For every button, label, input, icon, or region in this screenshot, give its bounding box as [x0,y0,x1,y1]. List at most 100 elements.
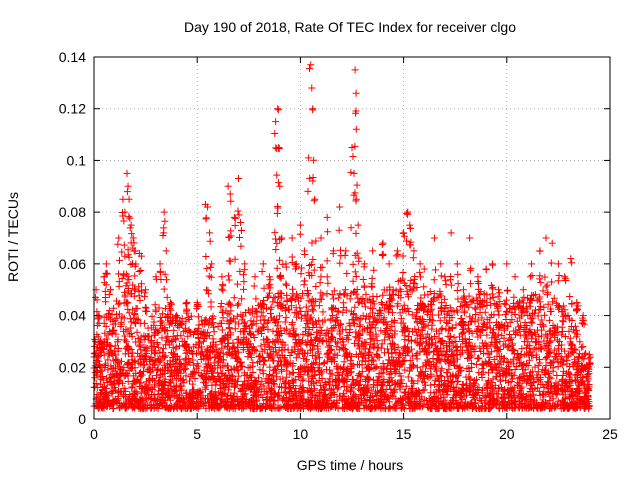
data-point [198,348,206,356]
y-tick-label: 0.12 [59,101,86,117]
data-point [234,207,242,215]
data-point [323,213,331,221]
data-point [502,300,510,308]
data-point [112,386,120,394]
data-point [101,287,109,295]
data-point [543,281,551,289]
data-point [317,273,325,281]
data-point [157,317,165,325]
data-point [296,230,304,238]
data-point [442,301,450,309]
data-point [537,302,545,310]
data-point [275,383,283,391]
data-point [104,366,112,374]
data-point [518,345,526,353]
data-point [410,247,418,255]
data-point [360,283,368,291]
data-point [271,130,279,138]
data-point [432,266,440,274]
data-point [274,106,282,114]
data-point [386,403,394,411]
data-point [148,313,156,321]
data-point [503,386,511,394]
data-point [352,273,360,281]
data-point [136,297,144,305]
data-point [453,260,461,268]
data-point [272,118,280,126]
data-point [538,316,546,324]
data-points [90,61,594,413]
y-tick-label: 0.08 [59,204,86,220]
data-point [356,345,364,353]
data-point [421,323,429,331]
data-point [466,375,474,383]
data-point [257,342,265,350]
data-point [453,343,461,351]
data-point [225,276,233,284]
data-point [210,328,218,336]
data-point [102,322,110,330]
data-point [412,351,420,359]
data-point [239,271,247,279]
data-point [256,380,264,388]
data-point [454,270,462,278]
data-point [256,366,264,374]
data-point [217,319,225,327]
data-point [101,329,109,337]
data-point [152,308,160,316]
data-point [323,290,331,298]
data-point [303,291,311,299]
data-point [123,188,131,196]
data-point [404,373,412,381]
data-point [282,280,290,288]
data-point [124,182,132,190]
data-point [276,182,284,190]
data-point [478,314,486,322]
data-point [375,306,383,314]
data-point [163,276,171,284]
data-point [309,323,317,331]
data-point [333,381,341,389]
data-point [255,353,263,361]
data-point [131,272,139,280]
data-point [500,300,508,308]
data-point [525,356,533,364]
data-point [120,217,128,225]
data-point [325,381,333,389]
data-point [225,324,233,332]
data-point [254,328,262,336]
data-point [184,332,192,340]
data-point [393,247,401,255]
data-point [287,302,295,310]
data-point [298,264,306,272]
data-point [177,332,185,340]
data-point [167,300,175,308]
data-point [98,366,106,374]
data-point [347,352,355,360]
data-point [315,354,323,362]
data-point [573,299,581,307]
data-point [246,364,254,372]
data-point [218,273,226,281]
data-point [151,301,159,309]
data-point [235,300,243,308]
data-point [289,285,297,293]
data-point [482,266,490,274]
data-point [309,351,317,359]
data-point [307,260,315,268]
data-point [227,391,235,399]
data-point [436,317,444,325]
data-point [372,364,380,372]
data-point [265,292,273,300]
data-point [110,304,118,312]
data-point [352,125,360,133]
data-point [125,309,133,317]
data-point [566,293,574,301]
data-point [207,303,215,311]
x-tick-label: 10 [293,426,309,442]
data-point [140,404,148,412]
data-point [578,343,586,351]
data-point [231,221,239,229]
data-point [237,242,245,250]
data-point [209,335,217,343]
